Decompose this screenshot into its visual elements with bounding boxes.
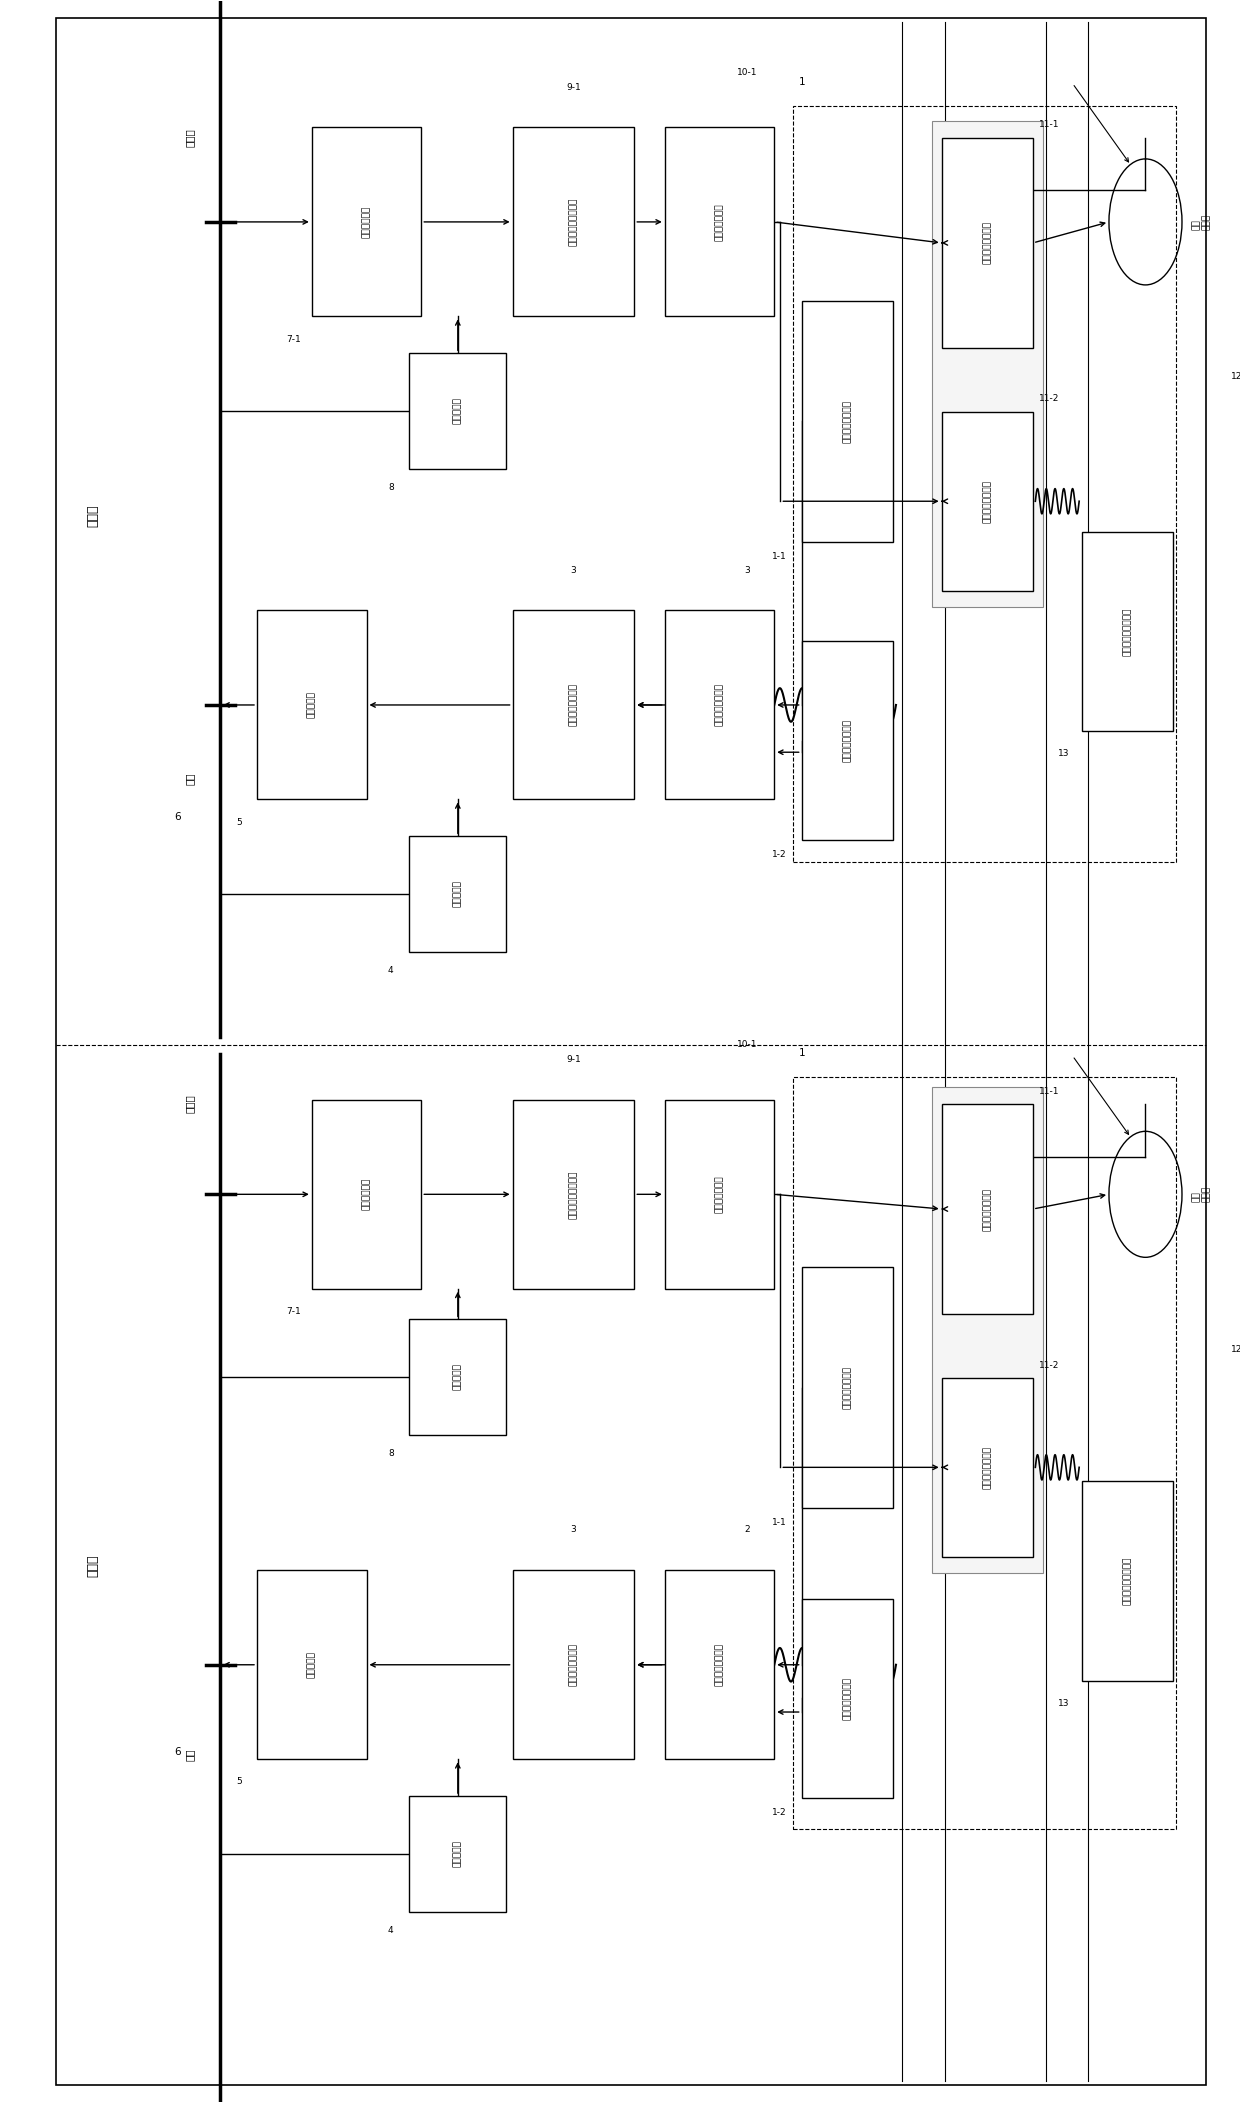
Bar bbox=[801, 1598, 893, 1798]
Bar bbox=[932, 1087, 1043, 1573]
Bar bbox=[512, 1571, 635, 1760]
Text: 主脉冲信号接收器: 主脉冲信号接收器 bbox=[983, 1188, 992, 1230]
Bar bbox=[792, 1077, 1176, 1830]
Text: 13: 13 bbox=[1058, 1699, 1069, 1708]
Text: 送端变压器: 送端变压器 bbox=[308, 692, 316, 719]
Bar bbox=[1081, 532, 1173, 732]
Text: 主客龙调整电路: 主客龙调整电路 bbox=[715, 1176, 724, 1213]
Bar bbox=[665, 1571, 774, 1760]
Text: 9-1: 9-1 bbox=[567, 82, 580, 93]
Text: 6: 6 bbox=[175, 1748, 181, 1758]
Text: 4: 4 bbox=[388, 965, 393, 976]
Text: 7-1: 7-1 bbox=[286, 334, 301, 343]
Text: 主受端电源模拟网络: 主受端电源模拟网络 bbox=[569, 1169, 578, 1218]
Text: 主受端变压器: 主受端变压器 bbox=[362, 1178, 371, 1211]
Text: 主脉冲信号发送器: 主脉冲信号发送器 bbox=[843, 400, 852, 444]
Text: 10-1: 10-1 bbox=[737, 1041, 758, 1049]
Bar bbox=[512, 128, 635, 315]
Text: 轨道
继电器: 轨道 继电器 bbox=[1192, 1186, 1211, 1203]
Bar bbox=[409, 1796, 506, 1912]
Text: 6: 6 bbox=[175, 812, 181, 822]
Text: 送端电源模拟网络: 送端电源模拟网络 bbox=[569, 1642, 578, 1687]
Text: 9-1: 9-1 bbox=[567, 1056, 580, 1064]
Bar bbox=[512, 610, 635, 799]
Bar bbox=[257, 610, 367, 799]
Text: 1-1: 1-1 bbox=[773, 1518, 787, 1527]
Text: 送端变压器: 送端变压器 bbox=[308, 1651, 316, 1678]
Bar bbox=[801, 1266, 893, 1508]
Text: 5: 5 bbox=[236, 1777, 242, 1785]
Text: 3: 3 bbox=[744, 566, 750, 574]
Text: 5: 5 bbox=[236, 818, 242, 826]
Text: 发送器切换继电器: 发送器切换继电器 bbox=[715, 1642, 724, 1687]
Text: 8: 8 bbox=[388, 1449, 394, 1457]
Text: 备脉冲信号发送器: 备脉冲信号发送器 bbox=[843, 719, 852, 761]
Text: 3: 3 bbox=[570, 1525, 577, 1535]
Bar bbox=[941, 412, 1033, 591]
Text: 2: 2 bbox=[744, 1525, 750, 1535]
Text: 主脉冲信号发送器: 主脉冲信号发送器 bbox=[843, 1367, 852, 1409]
Bar bbox=[311, 128, 422, 315]
Text: 3: 3 bbox=[570, 566, 577, 574]
Bar bbox=[311, 1100, 422, 1289]
Text: 备脉冲信号接收器: 备脉冲信号接收器 bbox=[983, 479, 992, 524]
Text: 送端隔离盒: 送端隔离盒 bbox=[454, 1840, 463, 1867]
Text: 邻区段: 邻区段 bbox=[86, 505, 99, 528]
Bar bbox=[409, 353, 506, 469]
Bar bbox=[409, 837, 506, 953]
Text: 主受端: 主受端 bbox=[185, 128, 195, 147]
Text: 1: 1 bbox=[799, 78, 805, 88]
Text: 主客龙调整电路: 主客龙调整电路 bbox=[715, 204, 724, 240]
Bar bbox=[665, 610, 774, 799]
Text: 1-2: 1-2 bbox=[773, 1809, 787, 1817]
Text: 区段配置信息存储器: 区段配置信息存储器 bbox=[1122, 608, 1132, 656]
Bar bbox=[801, 301, 893, 543]
Text: 主受端: 主受端 bbox=[185, 1096, 195, 1112]
Bar bbox=[941, 1377, 1033, 1556]
Text: 轨道
继电器: 轨道 继电器 bbox=[1192, 215, 1211, 229]
Text: 12: 12 bbox=[1231, 1344, 1240, 1354]
Text: 11-1: 11-1 bbox=[1039, 1087, 1059, 1096]
Bar bbox=[257, 1571, 367, 1760]
Text: 受端隔离盒: 受端隔离盒 bbox=[454, 397, 463, 425]
Bar bbox=[801, 641, 893, 841]
Text: 12: 12 bbox=[1231, 372, 1240, 381]
Bar bbox=[665, 128, 774, 315]
Text: 本区段: 本区段 bbox=[86, 1554, 99, 1577]
Bar bbox=[941, 1104, 1033, 1314]
Bar bbox=[665, 1100, 774, 1289]
Bar bbox=[1081, 1481, 1173, 1680]
Bar bbox=[792, 107, 1176, 862]
Text: 主脉冲信号接收器: 主脉冲信号接收器 bbox=[983, 221, 992, 265]
Bar bbox=[512, 1100, 635, 1289]
Text: 13: 13 bbox=[1058, 749, 1069, 759]
Text: 11-2: 11-2 bbox=[1039, 395, 1059, 404]
Text: 送端电源模拟网络: 送端电源模拟网络 bbox=[569, 683, 578, 726]
Bar bbox=[932, 122, 1043, 608]
Text: 10-1: 10-1 bbox=[737, 67, 758, 78]
Text: 7-1: 7-1 bbox=[286, 1308, 301, 1316]
Text: 送端隔离盒: 送端隔离盒 bbox=[454, 881, 463, 906]
Text: 主受端电源模拟网络: 主受端电源模拟网络 bbox=[569, 198, 578, 246]
Text: 备脉冲信号接收器: 备脉冲信号接收器 bbox=[983, 1447, 992, 1489]
Text: 送端: 送端 bbox=[185, 772, 195, 784]
Text: 1-1: 1-1 bbox=[773, 551, 787, 562]
Text: 主受端变压器: 主受端变压器 bbox=[362, 206, 371, 238]
Text: 4: 4 bbox=[388, 1926, 393, 1935]
Text: 11-2: 11-2 bbox=[1039, 1361, 1059, 1369]
Text: 备脉冲信号发送器: 备脉冲信号发送器 bbox=[843, 1676, 852, 1720]
Text: 1: 1 bbox=[799, 1047, 805, 1058]
Bar bbox=[409, 1319, 506, 1434]
Text: 11-1: 11-1 bbox=[1039, 120, 1059, 130]
Text: 送端: 送端 bbox=[185, 1750, 195, 1762]
Text: 1-2: 1-2 bbox=[773, 850, 787, 860]
Text: 8: 8 bbox=[388, 484, 394, 492]
Text: 区段配置信息存储器: 区段配置信息存储器 bbox=[1122, 1556, 1132, 1605]
Text: 发送器切换继电器: 发送器切换继电器 bbox=[715, 683, 724, 726]
Bar bbox=[941, 139, 1033, 347]
Text: 受端隔离盒: 受端隔离盒 bbox=[454, 1363, 463, 1390]
